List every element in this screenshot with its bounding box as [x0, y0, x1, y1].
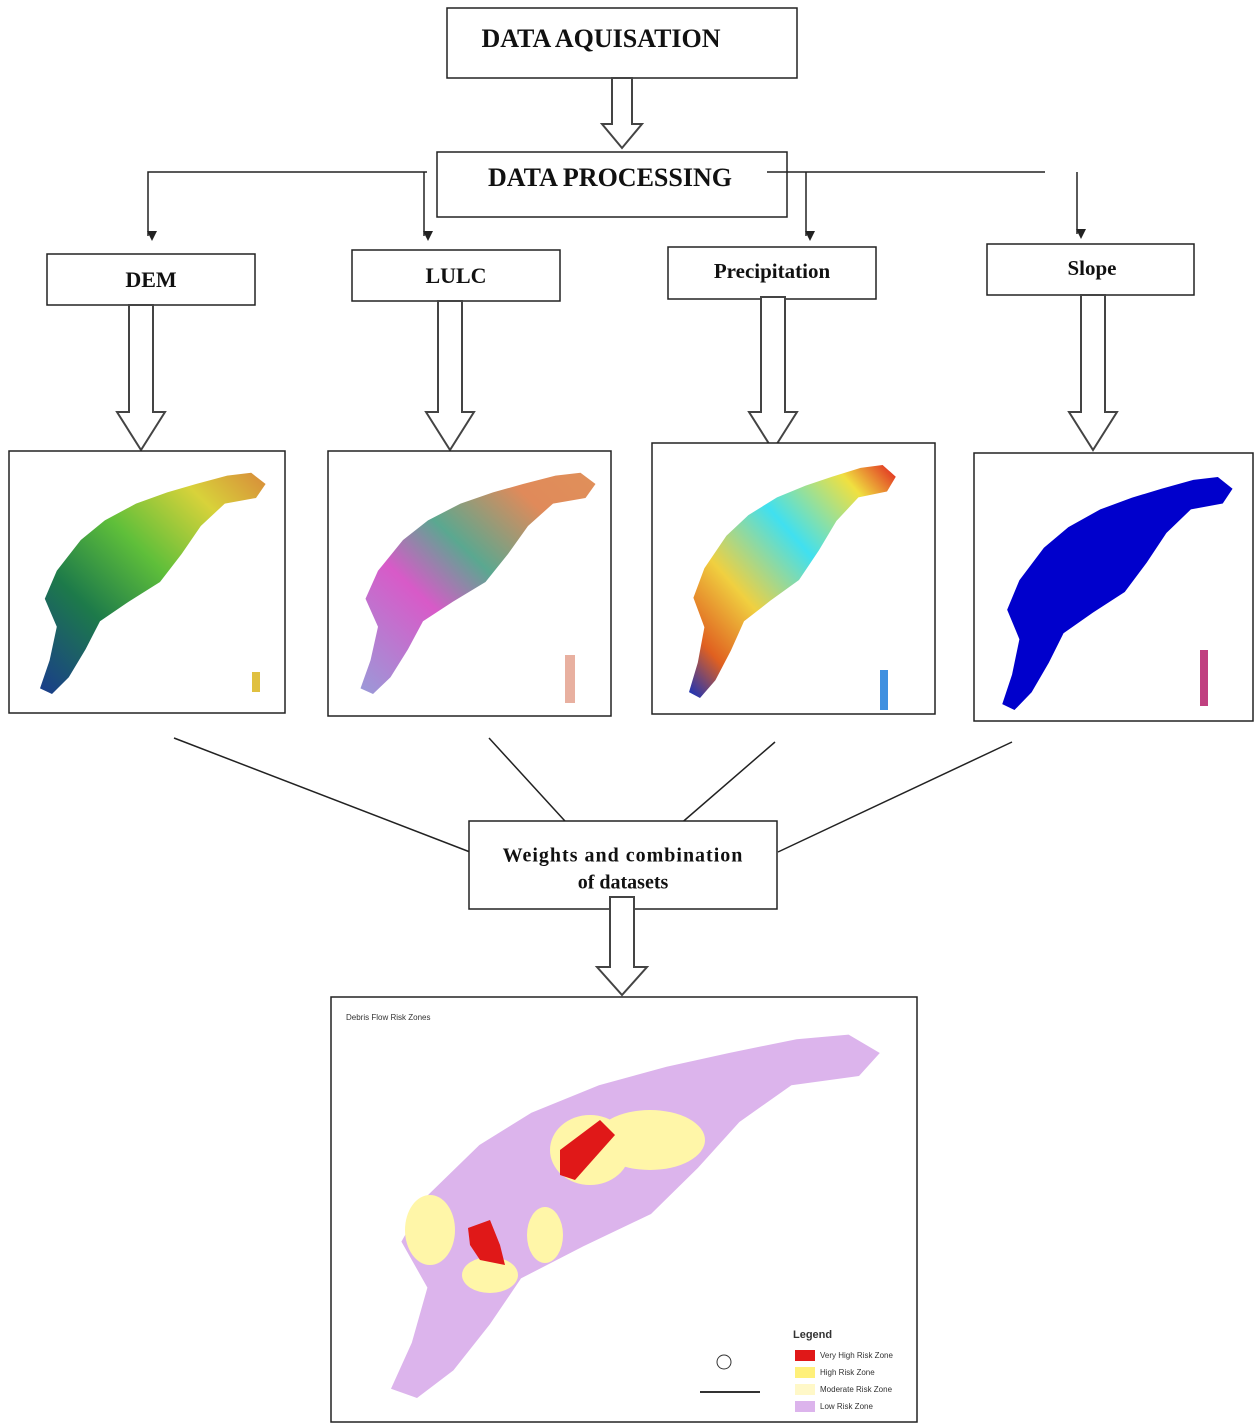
- legend-swatch: [795, 1401, 815, 1412]
- page: {"nodes": [ {"label": "DATA AQUISATION"}…: [0, 0, 1255, 1424]
- connector: [148, 172, 427, 236]
- hollow-arrow: [602, 78, 642, 148]
- node-label: Precipitation: [714, 259, 831, 283]
- map-legend: [1200, 650, 1208, 706]
- hollow-arrow: [1069, 295, 1117, 450]
- hollow-arrow: [117, 305, 165, 450]
- node-label: DATA AQUISATION: [481, 24, 720, 53]
- legend-swatch: [795, 1350, 815, 1361]
- connector: [174, 738, 470, 852]
- legend-label: Low Risk Zone: [820, 1402, 873, 1411]
- zone: [527, 1207, 563, 1263]
- node-label: Slope: [1067, 256, 1116, 280]
- legend-label: Moderate Risk Zone: [820, 1385, 893, 1394]
- legend-title: Legend: [793, 1329, 832, 1341]
- map-legend: [565, 655, 575, 703]
- map-legend: [880, 670, 888, 710]
- node-label: LULC: [425, 263, 486, 288]
- hollow-arrow: [597, 897, 647, 995]
- map-legend: [252, 672, 260, 692]
- node-label: DEM: [125, 267, 177, 292]
- hollow-arrow: [749, 297, 797, 450]
- legend-label: Very High Risk Zone: [820, 1351, 893, 1360]
- flowchart: DATA AQUISATION DATA PROCESSING DEM LULC…: [0, 0, 1255, 1424]
- connector: [671, 742, 775, 832]
- hollow-arrow: [426, 301, 474, 450]
- node-label: Weights and combination: [503, 845, 744, 867]
- zone: [405, 1195, 455, 1265]
- connector: [778, 742, 1012, 852]
- connector: [489, 738, 575, 832]
- node-label: of datasets: [578, 872, 669, 894]
- map-title: Debris Flow Risk Zones: [346, 1013, 430, 1022]
- legend-swatch: [795, 1367, 815, 1378]
- zone: [462, 1257, 518, 1293]
- legend-label: High Risk Zone: [820, 1368, 875, 1377]
- node-label: DATA PROCESSING: [488, 163, 732, 192]
- legend-swatch: [795, 1384, 815, 1395]
